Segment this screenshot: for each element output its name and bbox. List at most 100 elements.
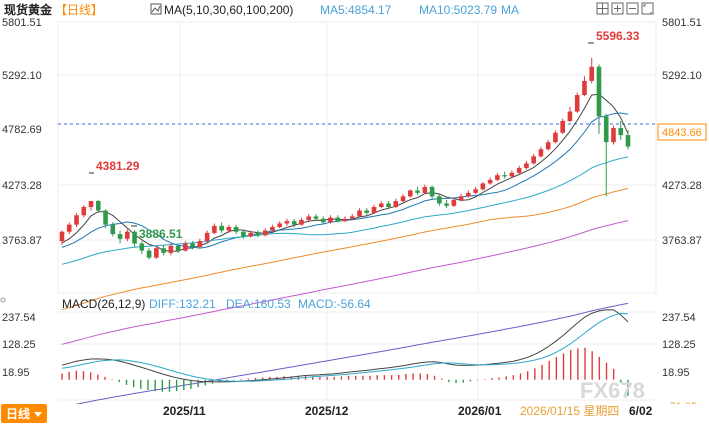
macd-tick: 237.54 <box>662 312 696 324</box>
candle-down <box>146 250 152 258</box>
ma-more-value: MA <box>501 3 519 17</box>
macd-label: MACD(26,12,9) <box>62 297 145 311</box>
candle-up <box>226 227 232 231</box>
candle-up <box>284 221 290 224</box>
candle-down <box>233 227 239 232</box>
candle-up <box>582 80 587 96</box>
macd-histogram <box>61 347 629 396</box>
panel-resize-icon[interactable] <box>0 297 6 303</box>
candle-up <box>357 210 362 217</box>
candle-down <box>313 216 319 219</box>
candle-up <box>349 216 355 219</box>
period-label[interactable]: 【日线】 <box>55 3 103 17</box>
candle-up <box>516 168 522 173</box>
candle-up <box>342 218 348 222</box>
candle-up <box>59 231 65 242</box>
candle-down <box>255 232 261 236</box>
candle-down <box>95 200 101 211</box>
candle-down <box>103 210 108 225</box>
candle-up <box>400 196 406 202</box>
macd-dea-value: DEA:160.53 <box>226 297 291 311</box>
candle-up <box>495 175 500 180</box>
macd-tick: 18.95 <box>2 367 30 379</box>
candle-down <box>132 231 137 244</box>
candle-up <box>531 156 536 164</box>
candle-down <box>415 190 420 193</box>
ma5-value: MA5:4854.17 <box>320 3 392 17</box>
cursor-date: 2026/01/15 星期四 <box>520 404 619 418</box>
period-button-bg[interactable] <box>1 404 47 423</box>
candle-down <box>386 203 391 207</box>
low-price-label: 3886.51 <box>139 227 183 241</box>
macd-macd-value: MACD:-56.64 <box>298 297 371 311</box>
macd-dea-line <box>61 312 629 382</box>
ma100-line <box>61 220 629 345</box>
candle-up <box>88 200 94 207</box>
macd-lines <box>61 309 629 383</box>
macd-tick: 237.54 <box>2 312 36 324</box>
candle-up <box>183 243 188 251</box>
price-tick: 5292.10 <box>662 70 702 82</box>
candle-up <box>81 206 87 216</box>
candle-up <box>553 132 558 143</box>
candle-down <box>161 248 166 253</box>
period-button[interactable]: 日线 <box>6 406 30 421</box>
fullscreen-icon[interactable] <box>641 2 654 15</box>
price-tick: 5801.51 <box>662 17 702 29</box>
candlestick-series <box>59 57 631 260</box>
price-tick: 5801.51 <box>2 17 42 29</box>
candle-up <box>589 66 595 81</box>
candle-up <box>524 163 529 169</box>
right-price-axis: 5801.51 5292.10 4273.28 3763.87 <box>662 17 702 247</box>
price-tick: 3763.87 <box>662 235 702 247</box>
price-tick: 4273.28 <box>2 180 42 192</box>
candle-up <box>451 199 457 206</box>
price-grid <box>57 21 657 401</box>
candle-up <box>611 128 616 143</box>
candle-up <box>422 186 428 193</box>
high-price-label: 5596.33 <box>596 29 640 43</box>
candle-down <box>335 217 341 222</box>
candle-up <box>328 217 333 223</box>
candle-up <box>277 223 282 228</box>
candle-up <box>545 142 551 150</box>
candle-up <box>458 196 464 200</box>
candle-down <box>502 175 507 177</box>
current-price-tag <box>657 123 707 141</box>
candle-down <box>618 128 624 136</box>
candle-up <box>487 179 493 184</box>
moving-average-lines <box>61 93 629 408</box>
watermark: FX678 <box>580 378 645 403</box>
candle-up <box>371 206 377 213</box>
zoom-in-icon[interactable] <box>611 2 624 15</box>
candle-up <box>378 203 384 207</box>
candle-up <box>306 216 312 220</box>
candle-down <box>429 186 435 197</box>
current-price-value: 4843.66 <box>662 127 702 139</box>
period-dropdown-icon[interactable] <box>34 412 42 417</box>
candle-down <box>291 221 297 225</box>
candle-down <box>625 135 631 147</box>
candle-up <box>574 95 580 112</box>
price-tick: 4273.28 <box>662 180 702 192</box>
candle-down <box>190 243 195 248</box>
date-tick: 2025/11 <box>163 404 206 418</box>
candle-down <box>320 218 326 223</box>
candle-down <box>219 225 224 231</box>
candle-down <box>241 231 246 237</box>
candle-down <box>603 116 609 143</box>
ma-settings-icon[interactable] <box>150 3 162 15</box>
ma60-line <box>61 188 629 311</box>
ma200-line <box>61 302 629 408</box>
price-tick: 5292.10 <box>2 70 42 82</box>
grid-icon[interactable] <box>596 2 609 15</box>
candle-down <box>437 196 442 204</box>
zoom-out-icon[interactable] <box>626 2 639 15</box>
mid-high-label: 4381.29 <box>96 159 140 173</box>
candle-up <box>154 248 159 258</box>
price-tick: 4782.69 <box>2 124 42 136</box>
candle-up <box>560 120 565 133</box>
left-price-axis: 5801.51 5292.10 4782.69 4273.28 3763.87 <box>2 17 42 247</box>
candle-down <box>110 224 116 235</box>
